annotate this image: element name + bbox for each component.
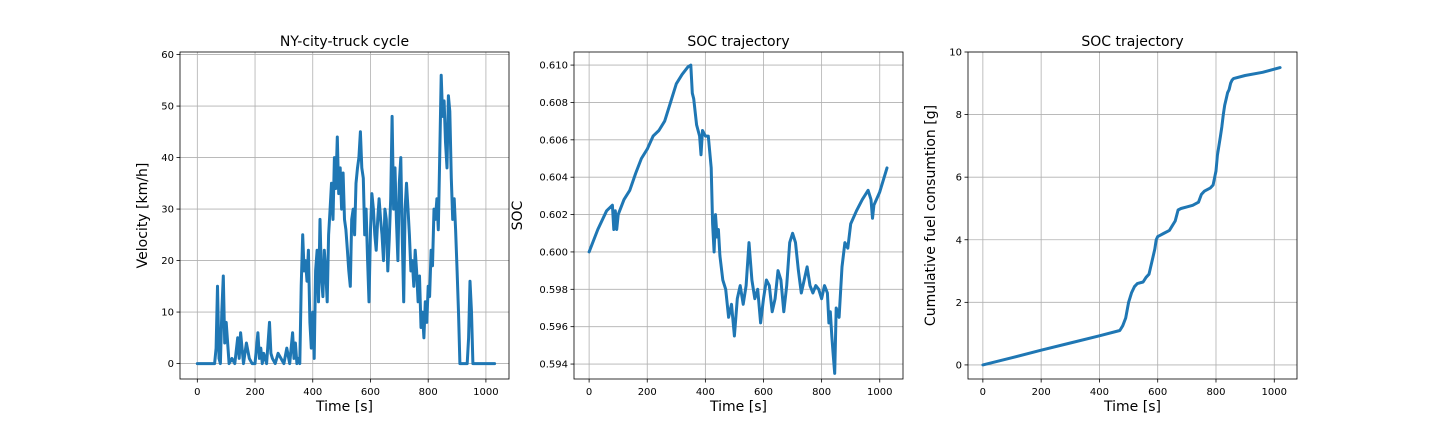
y-tick-label: 6 (956, 173, 962, 184)
y-tick-label: 0.596 (539, 322, 568, 333)
x-tick-label: 200 (1032, 387, 1051, 398)
y-tick-label: 0.606 (539, 135, 568, 146)
y-tick-label: 0.602 (539, 210, 568, 221)
y-tick-label: 0.608 (539, 98, 568, 109)
y-tick-label: 0.598 (539, 285, 568, 296)
x-tick-label: 1000 (867, 387, 892, 398)
x-tick-label: 0 (194, 387, 200, 398)
y-tick-label: 8 (956, 110, 962, 121)
y-tick-label: 10 (949, 48, 962, 59)
x-tick-label: 200 (638, 387, 657, 398)
x-axis-label: Time [s] (709, 399, 767, 415)
axes-frame (967, 51, 1298, 380)
y-tick-label: 0 (168, 359, 174, 370)
y-tick-label: 10 (161, 308, 174, 319)
x-tick-label: 600 (361, 387, 380, 398)
y-tick-label: 0.604 (539, 173, 568, 184)
x-tick-label: 400 (303, 387, 322, 398)
x-axis-label: Time [s] (315, 399, 373, 415)
x-tick-label: 0 (586, 387, 592, 398)
y-tick-label: 0.594 (539, 360, 568, 371)
y-tick-label: 20 (161, 256, 174, 267)
y-axis-label: Cumulative fuel consumtion [g] (923, 105, 939, 326)
x-tick-label: 0 (980, 387, 986, 398)
chart-title: SOC trajectory (687, 34, 789, 50)
x-tick-label: 200 (245, 387, 264, 398)
x-tick-label: 1000 (1262, 387, 1287, 398)
subplot-fuel: 0 200 400 600 800 1000 0 2 4 6 8 10 SOC trajectory Ti… (923, 34, 1298, 415)
y-axis-label: Velocity [km/h] (135, 163, 151, 269)
x-tick-label: 800 (419, 387, 438, 398)
series-line (587, 63, 889, 375)
y-axis-label: SOC (510, 200, 526, 230)
subplot-soc: 0 200 400 600 800 1000 0.594 0.596 0.598 0.600 0.6… (510, 34, 904, 415)
x-tick-label: 400 (1090, 387, 1109, 398)
x-tick-label: 600 (1148, 387, 1167, 398)
x-tick-label: 800 (1206, 387, 1225, 398)
subplot-velocity: 0 200 400 600 800 1000 0 10 20 30 40 50 60 NY-city-tr… (135, 34, 510, 415)
series-line (195, 73, 497, 366)
y-tick-label: 2 (956, 298, 962, 309)
y-tick-label: 40 (161, 153, 174, 164)
chart-title: NY-city-truck cycle (280, 34, 409, 50)
y-tick-label: 50 (161, 102, 174, 113)
y-tick-label: 60 (161, 50, 174, 61)
y-tick-label: 0.610 (539, 61, 568, 72)
axes-frame (179, 51, 510, 380)
y-tick-label: 30 (161, 205, 174, 216)
x-axis-label: Time [s] (1103, 399, 1161, 415)
x-tick-label: 600 (754, 387, 773, 398)
y-tick-label: 0.600 (539, 247, 568, 258)
x-tick-label: 400 (696, 387, 715, 398)
y-tick-label: 4 (956, 235, 962, 246)
chart-title: SOC trajectory (1081, 34, 1183, 50)
x-tick-label: 1000 (473, 387, 498, 398)
x-tick-label: 800 (812, 387, 831, 398)
y-tick-label: 0 (956, 360, 962, 371)
axes-frame (573, 51, 904, 380)
series-line (981, 66, 1282, 367)
